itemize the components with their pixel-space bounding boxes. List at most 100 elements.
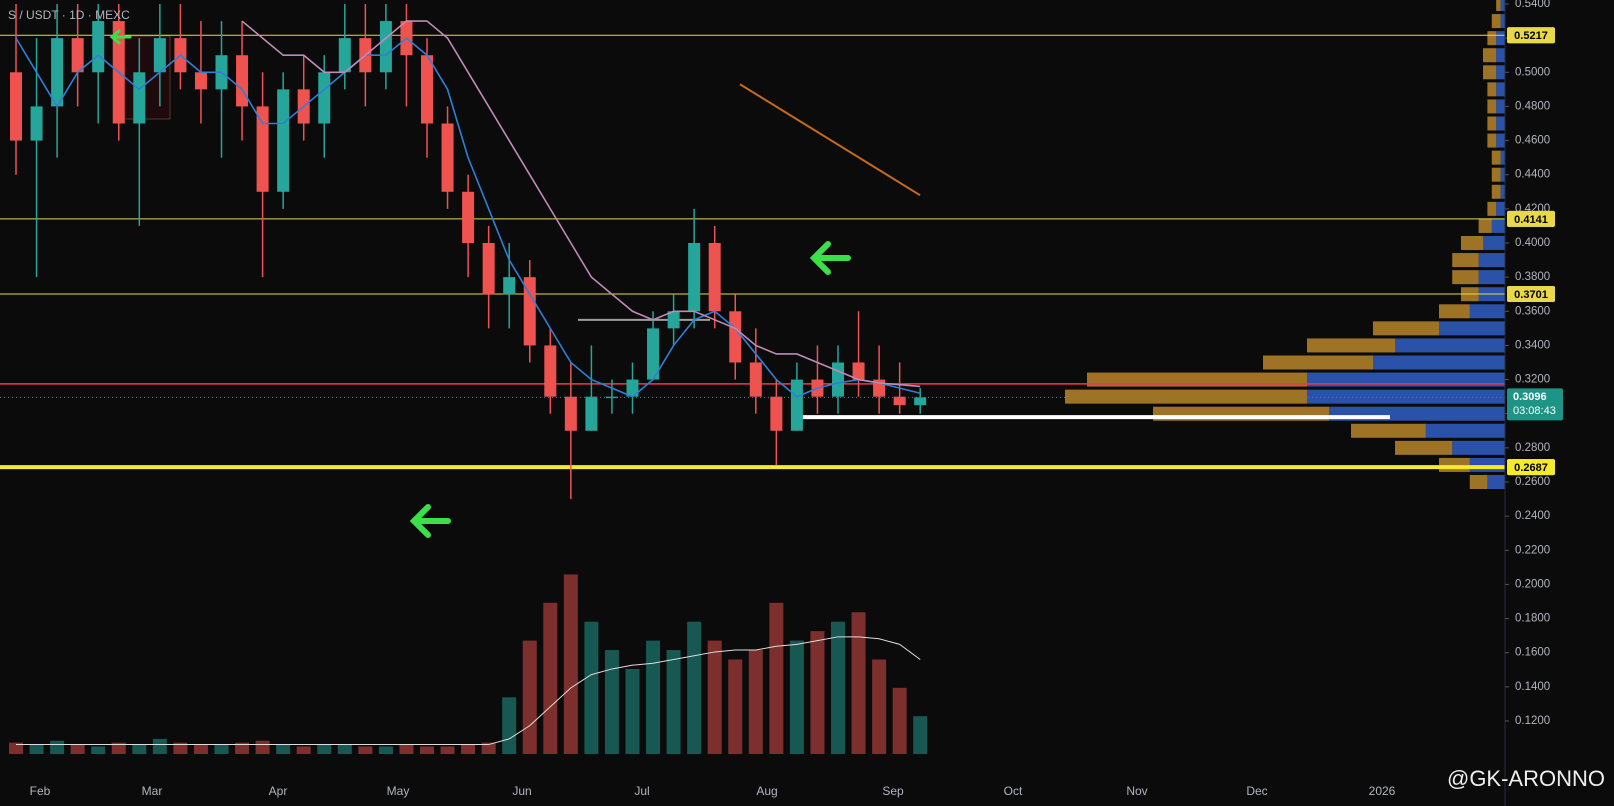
volume-bar: [584, 621, 599, 754]
volume-bar: [563, 574, 578, 754]
candle-body: [852, 362, 865, 380]
volume-bar: [152, 738, 167, 754]
volume-bar: [543, 602, 558, 754]
profile-blue: [1496, 116, 1505, 131]
candle-body: [832, 362, 844, 397]
arrows: [109, 29, 851, 538]
volume-bar: [420, 746, 434, 754]
candle-body: [133, 72, 146, 124]
x-tick-label: Aug: [756, 784, 777, 798]
profile-gold: [1439, 457, 1470, 472]
profile-blue: [1500, 14, 1505, 29]
volume-bar: [276, 744, 291, 754]
profile-gold: [1496, 0, 1501, 11]
x-tick-label: Sep: [882, 784, 904, 798]
volume-bar: [132, 744, 147, 754]
volume-ma: [16, 636, 921, 746]
volume-bar: [913, 716, 928, 754]
volume-bar: [502, 697, 517, 754]
volume-bar: [50, 740, 65, 754]
volume-bar: [789, 640, 804, 754]
profile-gold: [1487, 116, 1497, 131]
volume-bar: [461, 744, 476, 754]
profile-gold: [1483, 48, 1497, 63]
candle-body: [379, 21, 392, 73]
x-tick-label: Jul: [634, 784, 649, 798]
level-tag: [1507, 459, 1555, 476]
profile-blue: [1483, 236, 1505, 250]
level-tag: [1507, 210, 1555, 227]
volume-bar: [748, 650, 763, 754]
level-tag-label: 0.2687: [1514, 462, 1548, 474]
candle-body: [914, 397, 927, 406]
volume-bar: [29, 744, 44, 754]
y-tick-label: 0.2000: [1515, 578, 1550, 590]
y-tick-label: 0.3800: [1515, 271, 1550, 283]
volume-bar: [851, 612, 866, 754]
x-tick-label: 2026: [1369, 784, 1396, 798]
profile-gold: [1065, 389, 1307, 404]
level-tag: [1507, 27, 1555, 44]
profile-gold: [1373, 321, 1439, 336]
volume-bar: [810, 631, 825, 754]
volume-bar: [522, 640, 537, 754]
candle-body: [277, 89, 290, 192]
y-tick-label: 0.5000: [1515, 66, 1550, 78]
y-tick-label: 0.3600: [1515, 305, 1550, 317]
volume-bar: [111, 742, 126, 754]
volume-bar: [70, 744, 85, 754]
volume-bar: [358, 746, 373, 754]
arrow: [109, 29, 132, 45]
candle-body: [194, 72, 207, 90]
candle-body: [503, 277, 516, 295]
y-tick-label: 0.2200: [1515, 544, 1550, 556]
profile-blue: [1307, 372, 1505, 387]
x-tick-label: Apr: [269, 784, 288, 798]
candle-body: [523, 277, 536, 346]
volume-bar: [872, 659, 887, 754]
y-tick-label: 0.4400: [1515, 169, 1550, 181]
volume-bar: [193, 744, 208, 754]
profile-gold: [1491, 14, 1501, 29]
profile-blue: [1500, 150, 1505, 165]
x-tick-label: Oct: [1004, 784, 1023, 798]
volume-bar: [173, 742, 188, 754]
profile-blue: [1500, 184, 1505, 199]
candle-body: [688, 243, 701, 312]
profile-blue: [1496, 99, 1505, 114]
profile-gold: [1487, 133, 1497, 148]
candle-body: [626, 379, 639, 397]
profile-gold: [1307, 338, 1395, 353]
y-tick-label: 0.1600: [1515, 647, 1550, 659]
profile-gold: [1461, 236, 1483, 250]
candle-body: [153, 38, 166, 73]
y-tick-label: 0.2800: [1515, 442, 1550, 454]
volume-bar: [9, 742, 23, 754]
candle-body: [770, 396, 783, 431]
profile-gold: [1491, 150, 1501, 165]
profile-blue: [1469, 457, 1505, 472]
profile-gold: [1487, 201, 1497, 216]
profile-blue: [1452, 440, 1505, 455]
profile-gold: [1487, 82, 1497, 97]
profile-blue: [1496, 201, 1505, 216]
candle-body: [482, 243, 495, 295]
profile-gold: [1087, 372, 1307, 387]
arrow: [409, 504, 451, 538]
x-tick-label: Feb: [30, 784, 51, 798]
watermark: @GK-ARONNO: [1447, 766, 1605, 791]
level-tag-label: 0.3701: [1514, 289, 1548, 301]
profile-blue: [1491, 218, 1505, 233]
x-tick-label: Jun: [512, 784, 531, 798]
candle-body: [544, 345, 557, 397]
candle-body: [667, 311, 680, 329]
profile-blue: [1496, 48, 1505, 63]
candle-body: [236, 55, 249, 107]
y-tick-label: 0.3400: [1515, 339, 1550, 351]
volume-bar: [666, 650, 681, 754]
profile-blue: [1496, 31, 1505, 46]
profile-gold: [1487, 31, 1497, 46]
profile-gold: [1351, 423, 1426, 438]
profile-gold: [1439, 304, 1470, 319]
candle-body: [421, 55, 433, 124]
